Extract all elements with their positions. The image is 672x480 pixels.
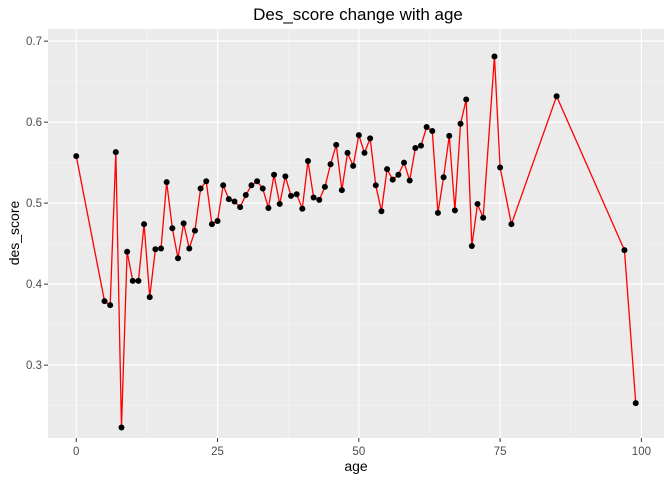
- data-point: [451, 207, 458, 214]
- x-axis-title: age: [344, 458, 368, 474]
- data-point: [220, 182, 227, 189]
- data-point: [293, 191, 300, 198]
- x-axis: 0 25 50 75 100: [73, 438, 651, 458]
- data-point: [242, 192, 249, 199]
- y-axis: 0.3 0.4 0.5 0.6 0.7: [26, 36, 48, 372]
- data-point: [553, 93, 560, 100]
- x-tick-label: 75: [494, 446, 507, 458]
- data-point: [333, 141, 340, 148]
- data-point: [406, 177, 413, 184]
- data-point: [446, 132, 453, 139]
- data-point: [107, 302, 114, 309]
- y-tick-label: 0.7: [26, 36, 42, 48]
- data-point: [367, 135, 374, 142]
- data-point: [214, 217, 221, 224]
- data-point: [361, 149, 368, 156]
- x-tick-label: 50: [352, 446, 365, 458]
- data-point: [401, 159, 408, 166]
- data-point: [271, 171, 278, 178]
- data-point: [248, 182, 255, 189]
- minor-gridlines: [48, 29, 664, 438]
- y-tick-label: 0.5: [26, 198, 42, 210]
- major-gridlines: [48, 29, 664, 438]
- data-point: [344, 149, 351, 156]
- data-point: [423, 123, 430, 130]
- data-point: [350, 162, 357, 169]
- data-point: [276, 200, 283, 207]
- data-point: [412, 145, 419, 152]
- data-point: [355, 132, 362, 139]
- data-point: [429, 128, 436, 135]
- data-point: [282, 173, 289, 180]
- data-point: [259, 185, 266, 192]
- y-axis-title: des_score: [6, 200, 22, 265]
- data-point: [497, 164, 504, 171]
- data-point: [225, 196, 232, 203]
- data-point: [163, 179, 170, 186]
- data-point: [434, 209, 441, 216]
- x-tick-label: 0: [73, 446, 79, 458]
- x-tick-label: 25: [211, 446, 224, 458]
- data-point: [372, 182, 379, 189]
- data-point: [395, 171, 402, 178]
- data-point: [321, 183, 328, 190]
- data-point: [197, 185, 204, 192]
- data-point: [73, 153, 80, 160]
- data-point: [384, 166, 391, 173]
- data-point: [288, 192, 295, 199]
- data-point: [327, 161, 334, 168]
- data-point: [237, 204, 244, 211]
- data-point: [632, 400, 639, 407]
- data-point: [112, 149, 119, 156]
- data-point: [463, 96, 470, 103]
- data-series: [73, 53, 639, 431]
- data-point: [141, 221, 148, 228]
- data-point: [180, 220, 187, 227]
- y-tick-label: 0.4: [26, 279, 43, 291]
- data-point: [316, 196, 323, 203]
- data-point: [101, 298, 108, 305]
- plot-panel: [48, 29, 664, 438]
- data-point: [480, 214, 487, 221]
- data-point: [124, 248, 131, 255]
- data-point: [158, 245, 165, 252]
- data-point: [231, 198, 238, 205]
- y-tick-label: 0.6: [26, 117, 42, 129]
- data-point: [254, 178, 261, 185]
- data-point: [191, 227, 198, 234]
- data-point: [310, 194, 317, 201]
- data-point: [174, 255, 181, 262]
- data-point: [338, 187, 345, 194]
- data-point: [417, 142, 424, 149]
- data-point: [208, 221, 215, 228]
- data-point: [265, 204, 272, 211]
- data-point: [378, 208, 385, 215]
- data-point: [304, 158, 311, 165]
- chart-title: Des_score change with age: [253, 5, 463, 24]
- data-point: [440, 174, 447, 181]
- data-point: [169, 225, 176, 232]
- data-point: [474, 200, 481, 207]
- x-tick-label: 100: [632, 446, 651, 458]
- data-point: [508, 221, 515, 228]
- data-point: [491, 53, 498, 60]
- y-tick-label: 0.3: [26, 360, 42, 372]
- data-point: [129, 277, 136, 284]
- data-point: [389, 176, 396, 183]
- data-point: [621, 247, 628, 254]
- data-point: [135, 277, 142, 284]
- data-point: [186, 245, 193, 252]
- data-point: [146, 294, 153, 301]
- data-point: [457, 120, 464, 127]
- data-point: [468, 243, 475, 250]
- data-point: [118, 424, 125, 431]
- data-point: [203, 178, 210, 185]
- data-point: [152, 246, 159, 253]
- data-point: [299, 205, 306, 212]
